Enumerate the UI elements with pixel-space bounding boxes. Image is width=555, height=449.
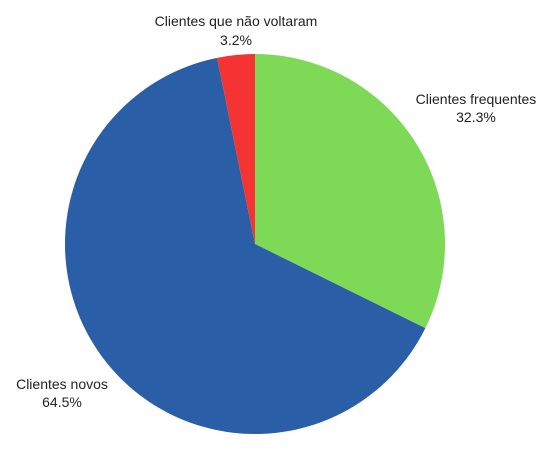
slice-frequentes (255, 54, 445, 329)
pie-labels: Clientes frequentes 32.3% Clientes novos… (16, 13, 536, 410)
pie-slices (64, 54, 445, 435)
slice-value-novos: 64.5% (42, 394, 82, 410)
slice-value-nao-voltaram: 3.2% (220, 32, 252, 48)
slice-label-nao-voltaram: Clientes que não voltaram (155, 13, 318, 29)
slice-value-frequentes: 32.3% (456, 109, 496, 125)
slice-label-frequentes: Clientes frequentes (416, 91, 537, 107)
slice-label-novos: Clientes novos (16, 376, 108, 392)
slice-novos (64, 57, 426, 435)
slice-nao-voltaram (217, 54, 255, 244)
